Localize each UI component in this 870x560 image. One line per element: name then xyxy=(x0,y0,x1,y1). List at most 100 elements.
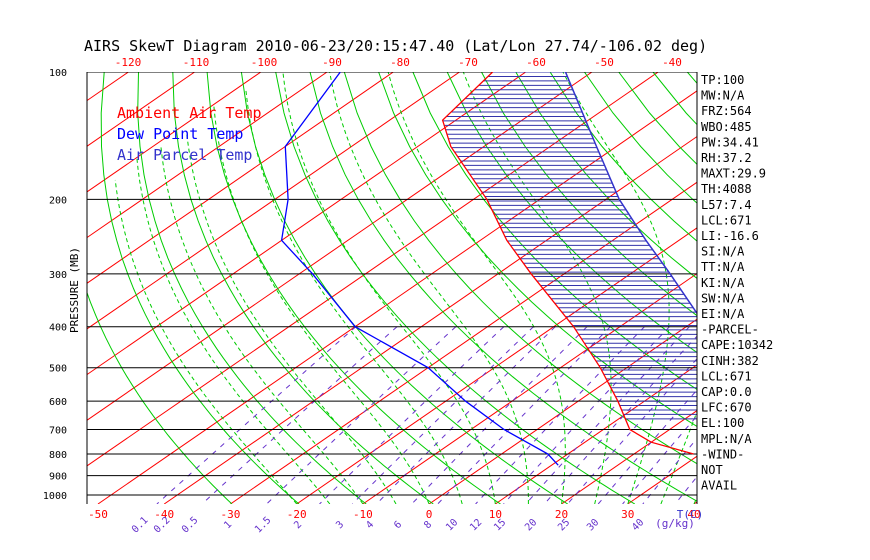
bottom-temp-tick-label: 0 xyxy=(426,508,433,521)
isotherm-line xyxy=(87,72,328,239)
index-value: CAPE:10342 xyxy=(701,338,773,352)
isotherm-line xyxy=(87,72,394,284)
bottom-temp-tick-label: -30 xyxy=(221,508,241,521)
isotherm-line xyxy=(296,227,697,504)
moist-adiabat-line xyxy=(114,179,298,504)
moist-adiabat-line xyxy=(462,72,612,504)
dry-adiabat-line xyxy=(412,72,697,391)
mixing-ratio-label: 8 xyxy=(422,519,434,531)
index-value: MW:N/A xyxy=(701,89,745,103)
index-value: TT:N/A xyxy=(701,260,745,274)
index-value: CAP:0.0 xyxy=(701,385,752,399)
mixing-ratio-label: 3 xyxy=(334,519,346,531)
mixing-ratio-line xyxy=(544,335,697,504)
dry-adiabat-line xyxy=(275,72,636,504)
pressure-tick-label: 400 xyxy=(49,323,67,334)
top-temp-tick-label: -40 xyxy=(662,56,682,69)
mixing-ratio-label: 30 xyxy=(585,517,601,533)
isotherm-line xyxy=(230,181,697,504)
isotherm-line xyxy=(561,409,697,504)
mixing-ratio-label: 12 xyxy=(468,517,484,533)
pressure-tick-label: 100 xyxy=(49,68,67,79)
pressure-tick-label: 600 xyxy=(49,397,67,408)
legend-entry: Ambient Air Temp xyxy=(117,104,262,122)
dry-adiabat-line xyxy=(515,72,697,280)
legend-entry: Dew Point Temp xyxy=(117,125,243,143)
parcel-temp-line xyxy=(564,72,697,315)
dry-adiabat-line xyxy=(652,72,697,126)
isotherm-line xyxy=(87,72,527,376)
isotherm-line xyxy=(87,72,262,193)
top-temp-tick-label: -120 xyxy=(115,56,142,69)
isotherm-line xyxy=(87,72,129,102)
top-temp-tick-label: -70 xyxy=(458,56,478,69)
index-value: EI:N/A xyxy=(701,307,745,321)
index-value: FRZ:564 xyxy=(701,104,752,118)
isotherm-line xyxy=(428,318,697,504)
index-value: SW:N/A xyxy=(701,291,745,305)
dry-adiabat-line xyxy=(137,72,367,504)
dry-adiabat-line xyxy=(87,291,233,504)
dry-adiabat-line xyxy=(756,72,870,504)
bottom-temp-tick-label: -50 xyxy=(88,508,108,521)
mixing-ratio-label: 6 xyxy=(392,519,404,531)
index-value: L57:7.4 xyxy=(701,198,752,212)
moist-adiabat-line xyxy=(245,89,463,504)
dry-adiabat-line xyxy=(446,72,697,354)
dry-adiabat-line xyxy=(859,72,870,504)
bottom-temp-tick-label: 20 xyxy=(555,508,568,521)
isotherm-line xyxy=(495,364,697,504)
isotherm-line xyxy=(362,272,697,504)
temp-axis-unit-label: T(C) xyxy=(677,508,704,521)
chart-title: AIRS SkewT Diagram 2010-06-23/20:15:47.4… xyxy=(84,37,707,55)
ambient-temp-line xyxy=(441,72,694,455)
index-value: SI:N/A xyxy=(701,245,745,259)
top-temp-tick-label: -90 xyxy=(322,56,342,69)
mixing-ratio-line xyxy=(597,389,697,504)
index-value: MAXT:29.9 xyxy=(701,167,766,181)
isotherm-line xyxy=(87,72,195,147)
pressure-tick-label: 900 xyxy=(49,472,67,483)
moist-adiabat-line xyxy=(329,72,529,504)
mixing-ratio-label: 1 xyxy=(222,519,234,531)
bottom-temp-tick-label: -40 xyxy=(154,508,174,521)
isotherm-line xyxy=(826,72,870,504)
index-value: MPL:N/A xyxy=(701,432,752,446)
mixing-ratio-label: 0.5 xyxy=(180,515,201,536)
legend-entry: Air Parcel Temp xyxy=(117,146,252,164)
moist-adiabat-line xyxy=(186,133,397,504)
index-value: LI:-16.6 xyxy=(701,229,759,243)
mixing-ratio-label: 10 xyxy=(444,517,460,533)
mixing-ratio-line xyxy=(567,358,697,504)
pressure-tick-label: 300 xyxy=(49,270,67,281)
index-value: LCL:671 xyxy=(701,213,752,227)
pressure-tick-label: 500 xyxy=(49,364,67,375)
mixing-ratio-line xyxy=(201,326,398,504)
index-value: LCL:671 xyxy=(701,369,752,383)
index-value: LFC:670 xyxy=(701,401,752,415)
pressure-tick-label: 200 xyxy=(49,195,67,206)
bottom-temp-tick-label: -10 xyxy=(353,508,373,521)
index-value: TP:100 xyxy=(701,73,744,87)
index-value: PW:34.41 xyxy=(701,135,759,149)
mixing-ratio-line xyxy=(266,326,457,504)
bottom-temp-tick-label: 40 xyxy=(687,508,700,521)
top-temp-tick-label: -60 xyxy=(526,56,546,69)
index-value: KI:N/A xyxy=(701,276,745,290)
isotherm-line xyxy=(97,90,697,504)
y-axis-label: PRESSURE (MB) xyxy=(68,247,81,333)
dry-adiabat-line xyxy=(309,72,697,502)
mixing-ratio-line xyxy=(376,326,556,504)
mixing-ratio-label: 2 xyxy=(292,519,304,531)
mixing-ratio-line xyxy=(411,326,588,504)
isotherm-line xyxy=(87,72,659,467)
moist-adiabat-line xyxy=(282,72,496,504)
mixing-ratio-label: 0.1 xyxy=(130,515,151,536)
mixing-ratio-label: 4 xyxy=(364,519,376,531)
moist-adiabat-line xyxy=(136,158,331,504)
isotherm-line xyxy=(87,72,593,421)
dry-adiabat-line xyxy=(172,72,434,504)
dry-adiabat-line xyxy=(240,72,568,504)
mixing-ratio-unit-label: (g/kg) xyxy=(655,517,695,530)
